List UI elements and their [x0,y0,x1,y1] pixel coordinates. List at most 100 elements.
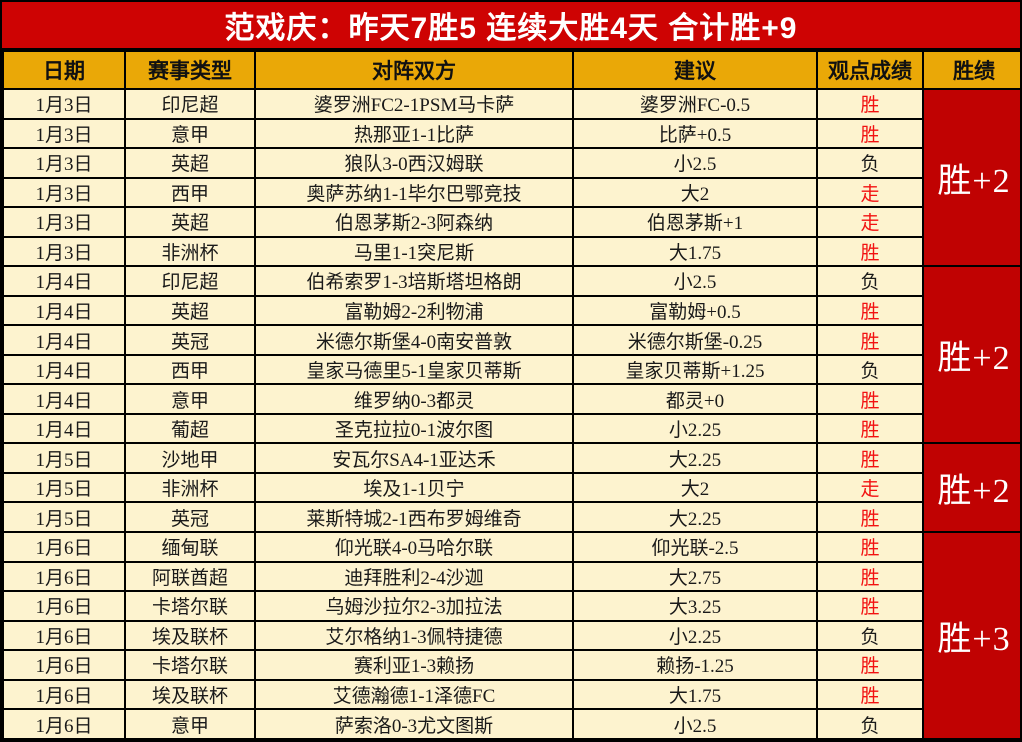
cell-league: 埃及联杯 [124,678,256,711]
table-row: 1月3日 英超 狼队3-0西汉姆联 小2.5 负 [2,147,1020,179]
cell-league: 葡超 [124,412,256,445]
cell-tip: 伯恩茅斯+1 [572,206,818,238]
cell-tip: 仰光联-2.5 [572,530,818,563]
cell-date: 1月4日 [2,294,126,327]
cell-league: 英冠 [124,324,256,356]
table-header-row: 日期 赛事类型 对阵双方 建议 观点成绩 胜绩 [2,50,1020,90]
cell-date: 1月4日 [2,324,126,356]
cell-league: 阿联酋超 [124,560,256,593]
cell-match: 米德尔斯堡4-0南安普敦 [254,324,574,356]
cell-match: 埃及1-1贝宁 [254,471,574,504]
cell-date: 1月4日 [2,412,126,445]
table-row: 1月5日 沙地甲 安瓦尔SA4-1亚达禾 大2.25 胜胜+2 [2,442,1020,533]
cell-result: 走 [816,176,924,209]
table-row: 1月6日 缅甸联 仰光联4-0马哈尔联 仰光联-2.5 胜胜+3 [2,530,1020,740]
cell-match: 莱斯特城2-1西布罗姆维奇 [254,501,574,533]
cell-league: 沙地甲 [124,442,256,474]
cell-match: 马里1-1突尼斯 [254,235,574,268]
table-row: 1月5日 英冠 莱斯特城2-1西布罗姆维奇 大2.25 胜 [2,501,1020,533]
cell-match: 伯希索罗1-3培斯塔坦格朗 [254,265,574,297]
cell-league: 印尼超 [124,88,256,120]
cell-result: 负 [816,147,924,179]
cell-tip: 大2 [572,176,818,209]
cell-result: 负 [816,353,924,386]
cell-result: 胜 [816,678,924,711]
cell-tip: 米德尔斯堡-0.25 [572,324,818,356]
cell-date: 1月6日 [2,619,126,652]
table-row: 1月4日 印尼超 伯希索罗1-3培斯塔坦格朗 小2.5 负胜+2 [2,265,1020,445]
cell-date: 1月5日 [2,442,126,474]
cell-result: 胜 [816,88,924,120]
cell-date: 1月3日 [2,235,126,268]
cell-league: 英超 [124,206,256,238]
cell-league: 意甲 [124,708,256,740]
cell-date: 1月3日 [2,88,126,120]
cell-match: 圣克拉拉0-1波尔图 [254,412,574,445]
cell-league: 意甲 [124,117,256,150]
cell-match: 婆罗洲FC2-1PSM马卡萨 [254,88,574,120]
cell-tip: 富勒姆+0.5 [572,294,818,327]
cell-result: 负 [816,265,924,297]
cell-match: 迪拜胜利2-4沙迦 [254,560,574,593]
cell-league: 英超 [124,294,256,327]
table-row: 1月5日 非洲杯 埃及1-1贝宁 大2 走 [2,471,1020,504]
cell-tip: 小2.5 [572,147,818,179]
cell-date: 1月3日 [2,176,126,209]
cell-match: 伯恩茅斯2-3阿森纳 [254,206,574,238]
cell-date: 1月4日 [2,265,126,297]
cell-result: 走 [816,471,924,504]
cell-tip: 大3.25 [572,590,818,622]
cell-result: 胜 [816,412,924,445]
table-row: 1月3日 西甲 奥萨苏纳1-1毕尔巴鄂竞技 大2 走 [2,176,1020,209]
cell-date: 1月4日 [2,353,126,386]
streak-cell: 胜+2 [922,265,1020,445]
table-row: 1月6日 卡塔尔联 乌姆沙拉尔2-3加拉法 大3.25 胜 [2,590,1020,622]
cell-tip: 小2.5 [572,265,818,297]
table-row: 1月3日 非洲杯 马里1-1突尼斯 大1.75 胜 [2,235,1020,268]
cell-tip: 赖扬-1.25 [572,649,818,681]
header-cell-date: 日期 [2,50,126,90]
cell-match: 赛利亚1-3赖扬 [254,649,574,681]
cell-date: 1月5日 [2,501,126,533]
table-row: 1月4日 葡超 圣克拉拉0-1波尔图 小2.25 胜 [2,412,1020,445]
cell-league: 英冠 [124,501,256,533]
cell-league: 卡塔尔联 [124,590,256,622]
cell-result: 胜 [816,383,924,415]
cell-league: 英超 [124,147,256,179]
cell-tip: 小2.5 [572,708,818,740]
cell-match: 仰光联4-0马哈尔联 [254,530,574,563]
cell-result: 胜 [816,560,924,593]
cell-result: 胜 [816,442,924,474]
cell-date: 1月4日 [2,383,126,415]
record-table: 日期 赛事类型 对阵双方 建议 观点成绩 胜绩 1月3日 印尼超 婆罗洲FC2-1P… [2,50,1020,740]
cell-result: 胜 [816,590,924,622]
streak-cell: 胜+3 [922,530,1020,740]
header-cell-result: 观点成绩 [816,50,924,90]
cell-league: 卡塔尔联 [124,649,256,681]
cell-result: 胜 [816,294,924,327]
cell-match: 富勒姆2-2利物浦 [254,294,574,327]
cell-result: 负 [816,708,924,740]
cell-tip: 小2.25 [572,619,818,652]
table-row: 1月4日 英冠 米德尔斯堡4-0南安普敦 米德尔斯堡-0.25 胜 [2,324,1020,356]
cell-date: 1月6日 [2,590,126,622]
cell-match: 维罗纳0-3都灵 [254,383,574,415]
cell-date: 1月6日 [2,649,126,681]
cell-league: 埃及联杯 [124,619,256,652]
header-cell-match: 对阵双方 [254,50,574,90]
cell-league: 非洲杯 [124,471,256,504]
cell-tip: 都灵+0 [572,383,818,415]
cell-match: 安瓦尔SA4-1亚达禾 [254,442,574,474]
cell-date: 1月5日 [2,471,126,504]
cell-match: 艾尔格纳1-3佩特捷德 [254,619,574,652]
cell-date: 1月6日 [2,708,126,740]
cell-tip: 大2.25 [572,442,818,474]
cell-league: 西甲 [124,176,256,209]
table-row: 1月6日 埃及联杯 艾尔格纳1-3佩特捷德 小2.25 负 [2,619,1020,652]
cell-result: 胜 [816,501,924,533]
cell-tip: 大2.75 [572,560,818,593]
cell-match: 艾德瀚德1-1泽德FC [254,678,574,711]
table-row: 1月3日 意甲 热那亚1-1比萨 比萨+0.5 胜 [2,117,1020,150]
cell-match: 皇家马德里5-1皇家贝蒂斯 [254,353,574,386]
